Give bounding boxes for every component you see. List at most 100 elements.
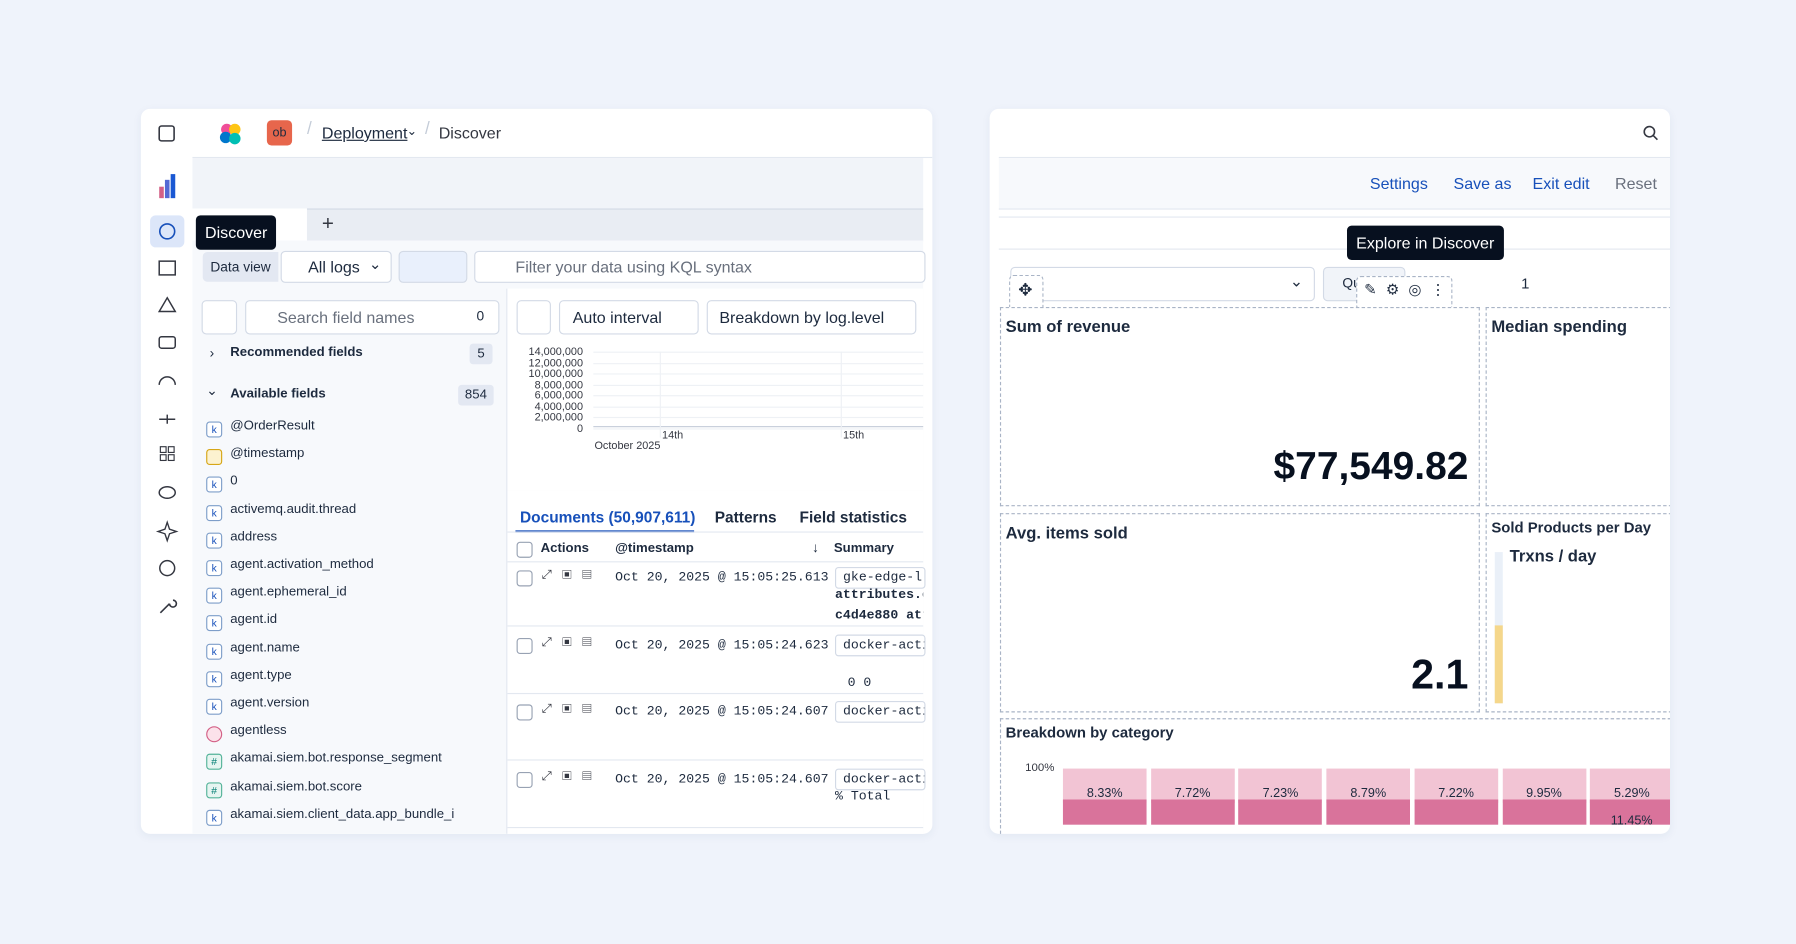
progress-fill	[1494, 625, 1503, 704]
breakdown-picker[interactable]	[706, 300, 917, 335]
bar-bottom	[1590, 799, 1671, 825]
tab[interactable]: Documents (50,907,611)	[520, 508, 696, 526]
field-name[interactable]: @OrderResult	[230, 419, 315, 433]
field-name[interactable]: agent.activation_method	[230, 557, 374, 572]
top-bar	[192, 158, 924, 209]
toolbar-button[interactable]: Settings	[1369, 174, 1428, 193]
checkbox[interactable]	[516, 637, 533, 654]
data-view-picker[interactable]	[280, 250, 392, 283]
field-name[interactable]: @timestamp	[230, 446, 305, 461]
action-icons[interactable]: ✎⚙◎⋮	[1364, 280, 1455, 298]
chevron: ⌄	[368, 255, 382, 273]
interval-picker[interactable]	[558, 300, 699, 335]
tab[interactable]: Field statistics	[799, 508, 907, 526]
field-name[interactable]: agentless	[230, 724, 287, 738]
y-tick-label: 100%	[1025, 761, 1055, 775]
x-grid-line	[840, 351, 842, 438]
chart-toggle[interactable]	[516, 300, 551, 335]
field-name[interactable]: agent.ephemeral_id	[230, 585, 347, 600]
summary: attributes.e	[835, 587, 924, 603]
filter-count: 0	[476, 308, 485, 325]
row-actions[interactable]: ⤢▣▤	[541, 769, 602, 783]
column-header: Summary	[833, 541, 894, 556]
avatar[interactable]: ob	[266, 120, 293, 146]
search-icon[interactable]	[1643, 125, 1659, 141]
row-actions[interactable]: ⤢▣▤	[541, 568, 602, 582]
panel-title: Avg. items sold	[1005, 524, 1128, 543]
bar-top	[1238, 768, 1323, 803]
breadcrumb[interactable]: Deployment	[321, 123, 408, 143]
add-tab[interactable]: +	[321, 211, 334, 235]
panel	[999, 513, 1480, 713]
checkbox[interactable]	[516, 771, 533, 788]
move-icon: ✥	[1018, 280, 1033, 301]
row-actions[interactable]: ⤢▣▤	[541, 702, 602, 716]
x-tick-label: 14th	[662, 429, 684, 443]
field-name[interactable]: activemq.audit.thread	[230, 502, 357, 517]
row-actions[interactable]: ⤢▣▤	[541, 635, 602, 649]
tab[interactable]: Patterns	[714, 508, 777, 526]
sidebar-icons	[150, 125, 185, 614]
timestamp: Oct 20, 2025 @ 15:05:24.623	[615, 637, 829, 653]
toggle-sidebar[interactable]	[201, 300, 238, 335]
field-type-icon: k	[206, 809, 223, 826]
panel-title: Sold Products per Day	[1491, 518, 1652, 537]
logo	[219, 123, 241, 145]
toolbar-button[interactable]: Reset	[1615, 174, 1657, 193]
panel-title: Sum of revenue	[1005, 318, 1131, 337]
bar-label: 11.45%	[1610, 814, 1653, 829]
data-view-label: Data view	[202, 251, 279, 282]
y-tick-label: 2,000,000	[534, 411, 584, 424]
summary: docker-active	[835, 633, 926, 656]
field-name[interactable]: akamai.siem.bot.score	[230, 779, 363, 794]
field-name[interactable]: akamai.siem.client_data.app_bundle_i	[230, 807, 455, 822]
panel	[999, 306, 1480, 507]
bar-label: 9.95%	[1526, 786, 1562, 801]
toolbar-button[interactable]: Exit edit	[1532, 174, 1590, 193]
field-name[interactable]: agent.name	[230, 640, 300, 655]
sort-icon[interactable]: ↓	[812, 539, 819, 556]
field-name[interactable]: agent.version	[230, 696, 310, 711]
grid-line	[593, 427, 924, 429]
bar-label: 8.79%	[1350, 786, 1387, 801]
recommended-fields[interactable]: Recommended fields	[230, 345, 363, 360]
divider	[998, 156, 1671, 159]
interval: Auto interval	[572, 308, 662, 327]
grid-line	[593, 416, 924, 419]
field-name[interactable]: address	[230, 530, 278, 544]
grid-line	[593, 351, 924, 353]
bar-top	[1502, 768, 1586, 803]
y-tick-label: 14,000,000	[528, 345, 584, 359]
y-tick-label: 4,000,000	[534, 400, 584, 413]
tab-bar	[306, 208, 924, 242]
field-type-icon: k	[206, 615, 223, 632]
field-type-icon: k	[206, 421, 223, 438]
checkbox[interactable]	[516, 704, 533, 721]
toolbar-button[interactable]: Save as	[1453, 174, 1512, 193]
field-name[interactable]: agent.type	[230, 668, 292, 683]
bar-label: 5.29%	[1613, 786, 1650, 801]
field-type-icon: k	[206, 643, 223, 660]
drag-handle[interactable]	[1009, 274, 1044, 312]
filter-buttons[interactable]	[398, 250, 468, 283]
summary: % Total	[835, 788, 891, 804]
field-name[interactable]: agent.id	[230, 613, 278, 627]
checkbox[interactable]	[516, 570, 533, 587]
timestamp: Oct 20, 2025 @ 15:05:25.613	[615, 570, 829, 586]
divider	[507, 826, 924, 828]
grid-line	[593, 395, 924, 397]
field-search[interactable]	[245, 300, 500, 335]
field-type-icon	[206, 449, 223, 466]
breadcrumb-separator: /	[306, 119, 312, 139]
query-bar[interactable]	[474, 250, 926, 283]
field-type-icon: #	[206, 781, 223, 798]
field-type-icon: k	[206, 504, 223, 521]
available-fields[interactable]: Available fields	[230, 387, 326, 401]
control-select[interactable]	[1010, 266, 1315, 302]
summary: docker-active	[835, 700, 926, 723]
field-name[interactable]: 0	[230, 474, 238, 489]
checkbox[interactable]	[516, 541, 533, 558]
field-name[interactable]: akamai.siem.bot.response_segment	[230, 751, 442, 766]
